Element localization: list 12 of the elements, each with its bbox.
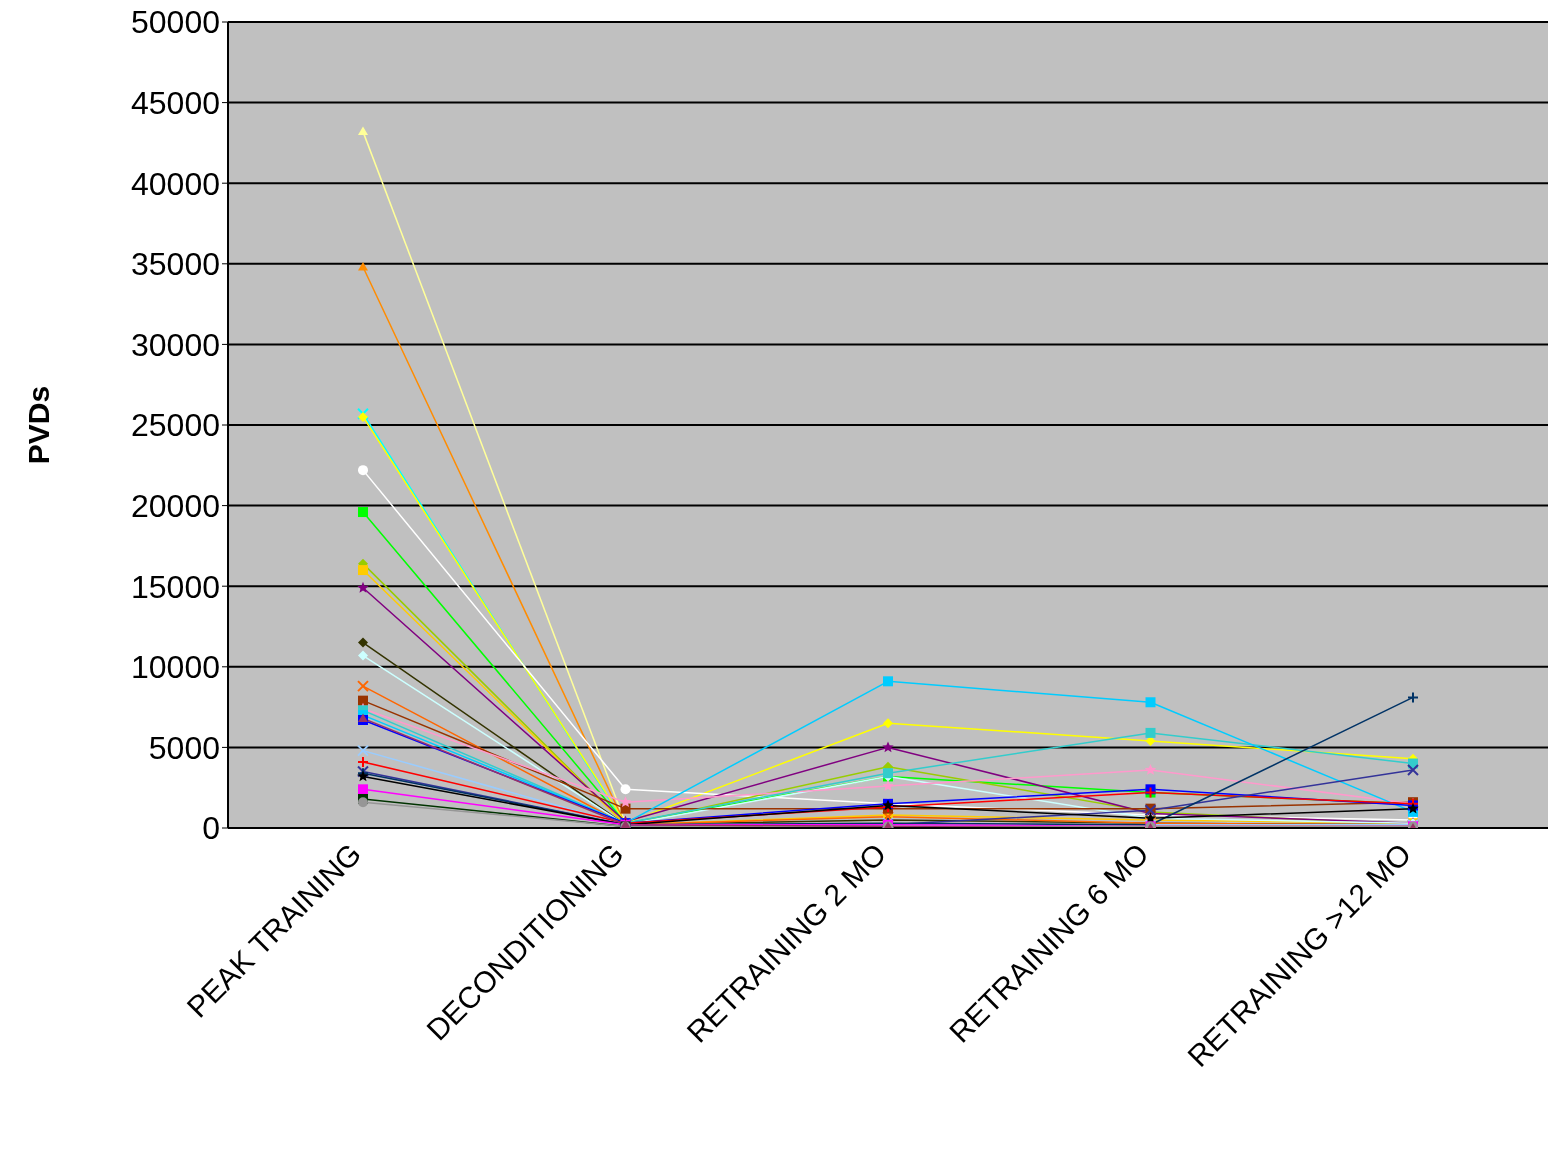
y-tick-label: 35000 <box>131 246 220 283</box>
y-tick-label: 50000 <box>131 4 220 41</box>
y-tick-label: 0 <box>202 810 220 847</box>
y-tick-label: 5000 <box>148 729 220 766</box>
y-tick-label: 15000 <box>131 568 220 605</box>
y-tick-label: 30000 <box>131 326 220 363</box>
y-tick-label: 40000 <box>131 165 220 202</box>
y-tick-label: 45000 <box>131 84 220 121</box>
y-tick-label: 25000 <box>131 407 220 444</box>
y-axis-title: PVDs <box>21 385 55 465</box>
y-tick-label: 20000 <box>131 487 220 524</box>
y-tick-label: 10000 <box>131 649 220 686</box>
